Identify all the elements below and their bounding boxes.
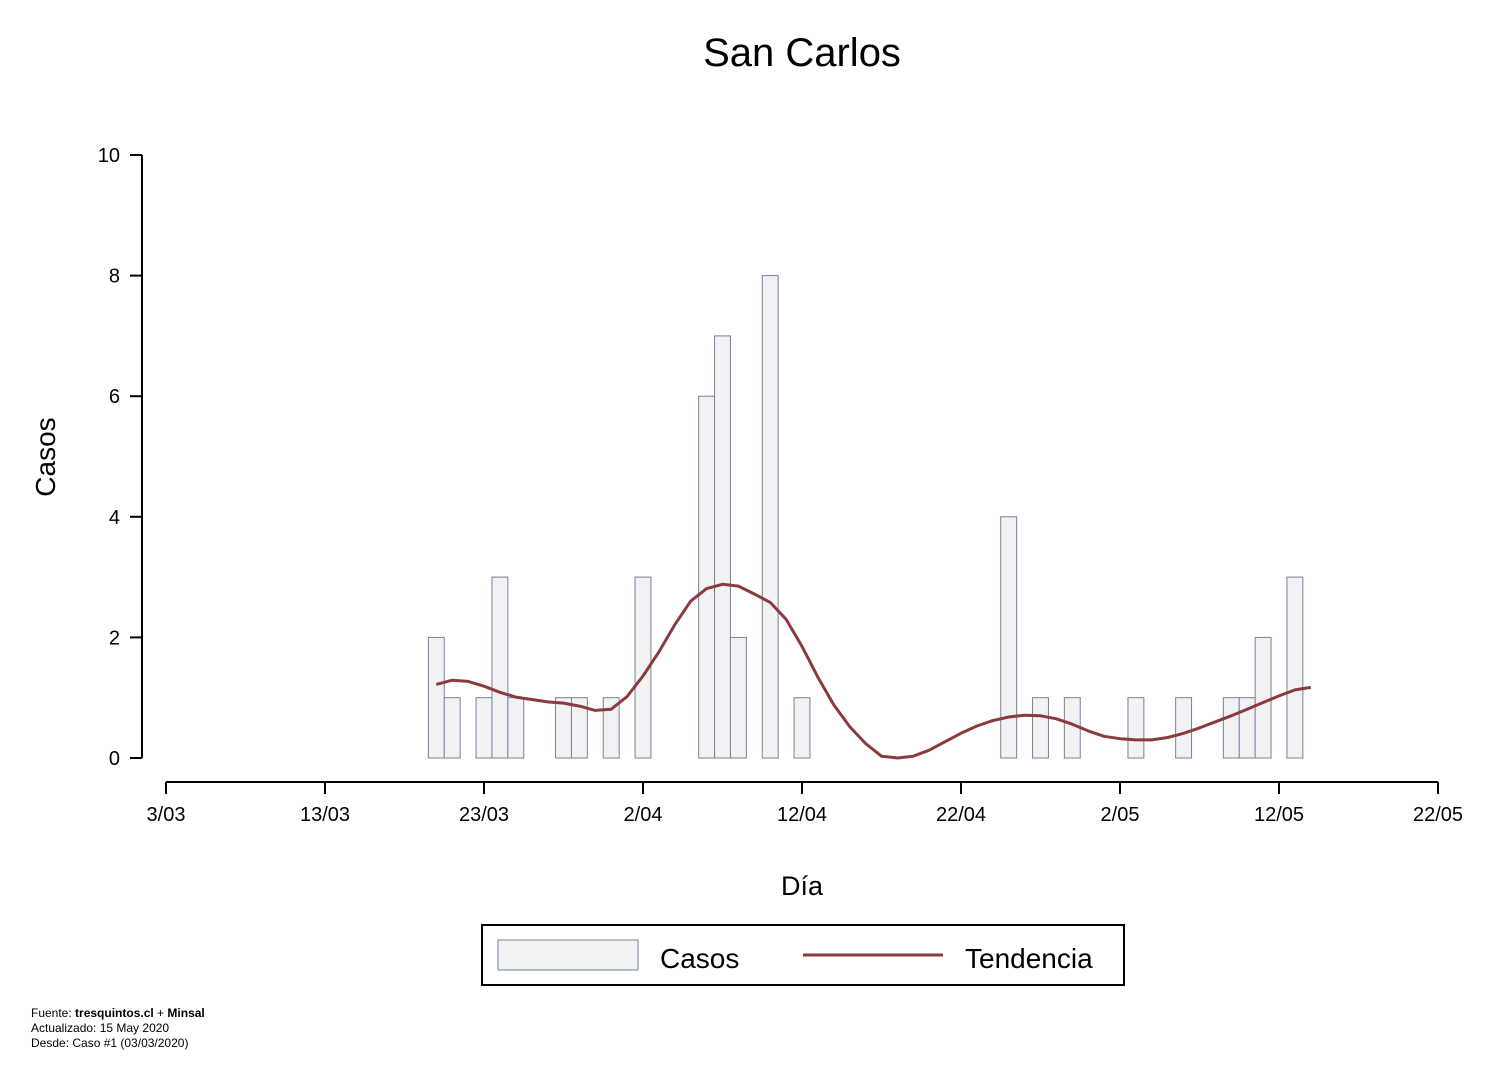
bars-series-casos [427,275,1304,759]
bar [729,636,747,759]
bar [427,636,445,759]
x-tick-label: 22/04 [936,804,986,826]
bar [1032,697,1049,759]
chart-title: San Carlos [703,31,901,75]
bar [1222,697,1240,759]
footer-updated: Actualizado: 15 May 2020 [31,1021,170,1035]
bar [1000,516,1018,759]
footer-source-org: Minsal [167,1006,205,1020]
x-tick-label: 12/04 [777,804,827,826]
x-tick-label: 3/03 [147,804,186,826]
y-tick-label: 2 [109,627,120,649]
y-tick-label: 4 [109,507,120,529]
bar [1286,576,1304,759]
x-axis-label: Día [781,871,824,901]
y-tick-label: 8 [109,266,120,288]
y-axis-label: Casos [30,417,61,496]
footer: Fuente: tresquintos.cl + Minsal Actualiz… [31,1006,205,1051]
bar [602,697,620,759]
x-tick-label: 23/03 [459,804,509,826]
y-tick-label: 6 [109,386,120,408]
legend-label-tendencia: Tendencia [965,943,1093,974]
bar [1127,697,1145,759]
bar [793,697,811,759]
bar [443,697,461,759]
trend-line [435,582,1312,760]
x-ticks: 3/03 13/03 23/03 2/04 12/04 22/04 2/05 12/05 22/… [147,782,1463,826]
footer-source-link: tresquintos.cl [75,1006,154,1020]
x-tick-label: 13/03 [300,804,350,826]
trend-series-tendencia [435,582,1312,760]
y-tick-label: 10 [98,145,120,167]
bar [634,576,652,759]
bar [1175,697,1193,759]
y-tick-label: 0 [109,748,120,770]
bar [555,697,572,759]
x-tick-label: 2/05 [1101,804,1140,826]
x-tick-label: 12/05 [1254,804,1304,826]
bar [507,697,525,759]
legend-label-casos: Casos [660,943,739,974]
bar [1254,636,1272,759]
footer-since: Desde: Caso #1 (03/03/2020) [31,1036,189,1050]
legend: Casos Tendencia [481,924,1125,986]
bar [714,335,731,759]
bar [491,576,509,759]
footer-source: Fuente: tresquintos.cl + Minsal [31,1006,205,1020]
bar [761,275,779,759]
x-tick-label: 22/05 [1413,804,1463,826]
bar [475,697,493,759]
bar [570,697,588,759]
legend-swatch-casos [497,939,639,971]
x-tick-label: 2/04 [624,804,663,826]
y-ticks: 0 2 4 6 8 10 [98,145,142,770]
bar [698,395,716,759]
